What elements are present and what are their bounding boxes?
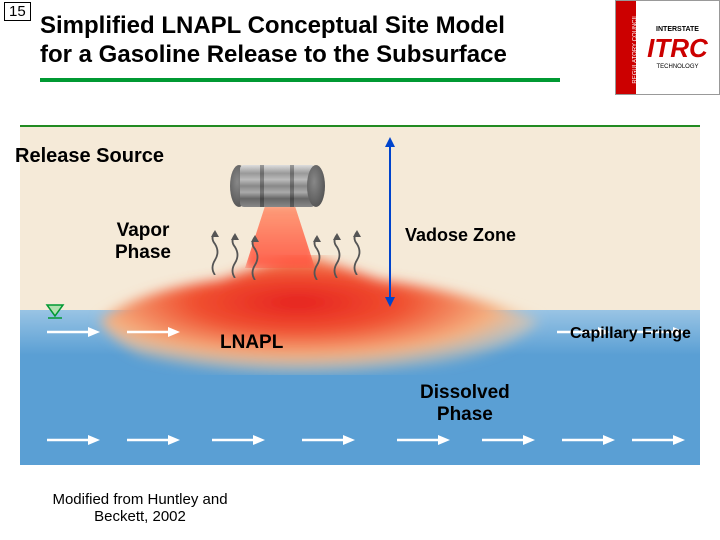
lnapl-label: LNAPL xyxy=(220,332,283,354)
flow-arrow-icon xyxy=(125,325,180,344)
flow-arrow-icon xyxy=(45,325,100,344)
citation: Modified from Huntley andBeckett, 2002 xyxy=(35,491,245,525)
capillary-fringe-label: Capillary Fringe xyxy=(570,325,691,343)
release-source-label: Release Source xyxy=(15,145,164,168)
title-line1: Simplified LNAPL Conceptual Site Model xyxy=(40,12,505,39)
flow-arrow-icon xyxy=(300,433,355,452)
double-arrow-svg xyxy=(380,137,400,307)
title-line2: for a Gasoline Release to the Subsurface xyxy=(40,41,507,68)
vapor-wave-icon xyxy=(310,235,324,285)
header: Simplified LNAPL Conceptual Site Model f… xyxy=(0,0,720,100)
flow-arrow-icon xyxy=(560,433,615,452)
flow-arrow-icon xyxy=(395,433,450,452)
vadose-zone-label: Vadose Zone xyxy=(405,225,516,246)
tank-body xyxy=(240,165,315,207)
flow-arrow-icon xyxy=(45,433,100,452)
title-underline xyxy=(40,78,560,82)
dissolved-phase-label: DissolvedPhase xyxy=(420,382,510,426)
title-area: Simplified LNAPL Conceptual Site Model f… xyxy=(0,0,615,100)
vapor-wave-icon xyxy=(208,230,222,280)
storage-tank xyxy=(230,165,325,207)
logo-main: INTERSTATE ITRC TECHNOLOGY xyxy=(636,1,719,94)
lnapl-diagram: Release Source VaporPhase Vadose Zone LN… xyxy=(0,125,720,540)
water-table-marker-icon xyxy=(44,303,66,326)
vapor-wave-icon xyxy=(350,230,364,280)
logo-sidebar: REGULATORY COUNCIL xyxy=(616,1,636,94)
slide-number: 15 xyxy=(4,2,31,21)
page-title: Simplified LNAPL Conceptual Site Model f… xyxy=(40,12,605,70)
flow-arrow-icon xyxy=(210,433,265,452)
logo-sub-text: TECHNOLOGY xyxy=(656,64,698,70)
flow-arrow-icon xyxy=(630,433,685,452)
tank-band xyxy=(290,165,294,207)
logo-top-text: INTERSTATE xyxy=(656,26,699,33)
flow-arrow-icon xyxy=(125,433,180,452)
itrc-logo: REGULATORY COUNCIL INTERSTATE ITRC TECHN… xyxy=(615,0,720,95)
vapor-wave-icon xyxy=(228,233,242,283)
vadose-extent-arrow xyxy=(380,137,400,312)
logo-itrc-text: ITRC xyxy=(647,33,708,64)
vapor-wave-icon xyxy=(330,233,344,283)
flow-arrow-icon xyxy=(480,433,535,452)
vapor-wave-icon xyxy=(248,235,262,285)
vapor-phase-label: VaporPhase xyxy=(115,220,171,264)
tank-band xyxy=(260,165,264,207)
logo-side-text: REGULATORY COUNCIL xyxy=(633,14,639,83)
tank-end-right xyxy=(307,165,325,207)
